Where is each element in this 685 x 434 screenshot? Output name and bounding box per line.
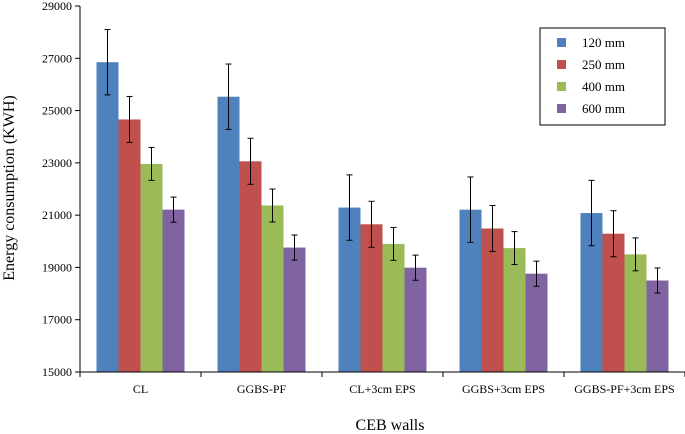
x-tick-label: GGBS-PF+3cm EPS [574, 382, 674, 396]
bar [239, 161, 262, 372]
legend-swatch [557, 60, 566, 69]
x-axis-title: CEB walls [356, 417, 425, 434]
bar [646, 280, 669, 372]
bar [283, 247, 306, 372]
x-tick-label: GGBS+3cm EPS [462, 382, 545, 396]
y-tick-label: 27000 [42, 51, 72, 65]
bar [404, 267, 427, 372]
bar [602, 233, 625, 372]
x-tick-labels: CL GGBS-PF CL+3cm EPS GGBS+3cm EPS GGBS-PF+3… [133, 382, 675, 396]
legend-label: 250 mm [582, 57, 625, 72]
bar [118, 119, 141, 373]
legend-items: 120 mm 250 mm 400 mm 600 mm [557, 35, 625, 116]
bars-layer [96, 62, 669, 373]
legend-label: 600 mm [582, 101, 625, 116]
bar [459, 209, 482, 372]
bar [360, 224, 383, 372]
bar [140, 163, 163, 372]
axes-layer [75, 5, 685, 377]
y-tick-label: 17000 [42, 313, 72, 327]
bar [162, 209, 185, 372]
y-tick-labels: 15000 17000 19000 21000 23000 25000 27000 29000 [42, 0, 72, 379]
y-tick-label: 29000 [42, 0, 72, 13]
bar [261, 205, 284, 372]
bar [217, 96, 240, 373]
error-bars-layer [104, 29, 661, 294]
legend-swatch [557, 82, 566, 91]
bar [481, 228, 504, 372]
legend-label: 400 mm [582, 79, 625, 94]
y-tick-label: 25000 [42, 104, 72, 118]
legend-swatch [557, 104, 566, 113]
legend: 120 mm 250 mm 400 mm 600 mm [539, 27, 666, 126]
y-tick-label: 23000 [42, 156, 72, 170]
bar [624, 254, 647, 372]
x-tick-label: CL [133, 382, 148, 396]
bar [525, 273, 548, 372]
y-tick-label: 21000 [42, 208, 72, 222]
bar [503, 248, 526, 372]
x-tick-label: CL+3cm EPS [349, 382, 415, 396]
x-tick-label: GGBS-PF [237, 382, 287, 396]
bar [338, 207, 361, 372]
bar [580, 213, 603, 372]
legend-label: 120 mm [582, 35, 625, 50]
legend-swatch [557, 38, 566, 47]
bar [382, 243, 405, 372]
y-tick-label: 15000 [42, 365, 72, 379]
y-axis-title: Energy consumption (KWH) [1, 95, 18, 280]
bar [96, 62, 119, 372]
y-tick-label: 19000 [42, 260, 72, 274]
